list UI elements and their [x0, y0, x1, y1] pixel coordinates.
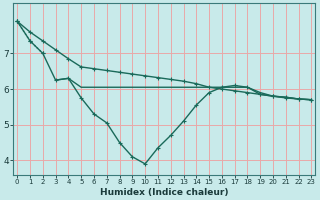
X-axis label: Humidex (Indice chaleur): Humidex (Indice chaleur)	[100, 188, 228, 197]
